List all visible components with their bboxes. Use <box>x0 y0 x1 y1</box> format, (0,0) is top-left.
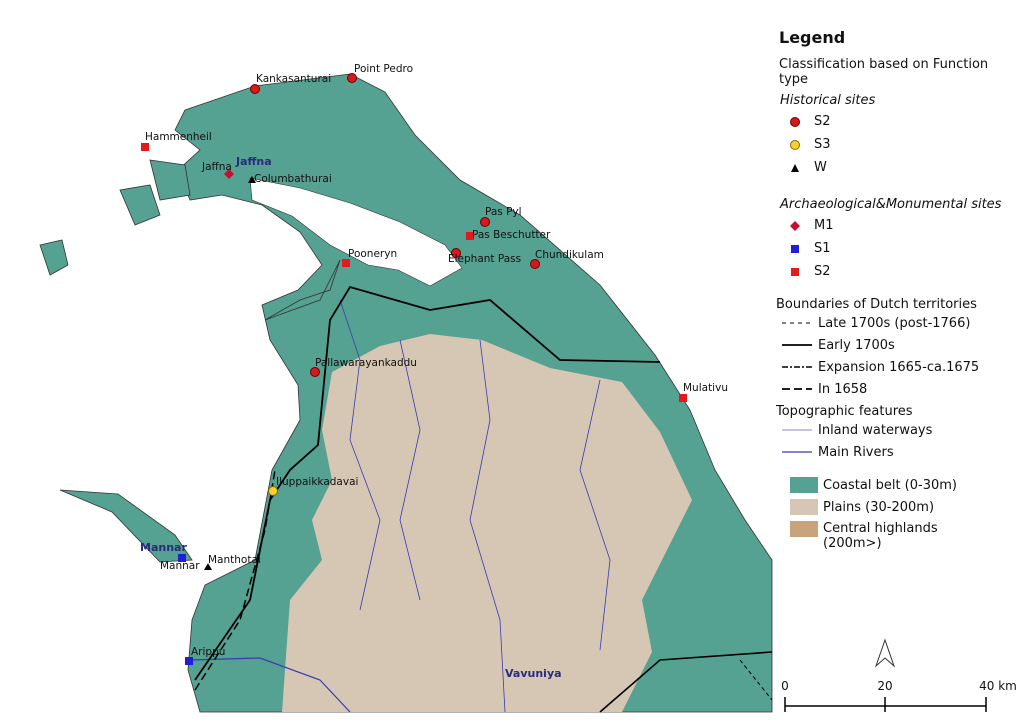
legend-label: S1 <box>814 241 831 256</box>
site-marker <box>178 554 186 562</box>
legend-item: S2 <box>776 260 1016 283</box>
scale-bar <box>784 697 987 712</box>
north-arrow <box>874 638 896 668</box>
legend-item: Central highlands (200m>) <box>776 521 976 551</box>
legend-item: Main Rivers <box>776 441 1016 463</box>
site-label: Pooneryn <box>348 248 397 260</box>
legend-item: Expansion 1665-ca.1675 <box>776 356 1016 378</box>
legend-label: Late 1700s (post-1766) <box>818 315 971 331</box>
site-marker <box>679 394 687 402</box>
site-marker <box>347 73 357 83</box>
site-label: Chundikulam <box>535 249 604 261</box>
site-label: Pas Beschutter <box>472 229 551 241</box>
legend-item: Inland waterways <box>776 419 1016 441</box>
site-marker <box>451 248 461 258</box>
legend-label: M1 <box>814 218 834 233</box>
site-label: Kankasanturai <box>256 73 331 85</box>
site-marker <box>480 217 490 227</box>
legend-item: W <box>776 156 1016 179</box>
site-label: Manthotai <box>208 554 261 566</box>
site-label: Elephant Pass <box>448 253 521 265</box>
lagoon <box>249 177 463 287</box>
island <box>59 489 193 563</box>
town-label: Vavuniya <box>505 667 562 680</box>
site-marker <box>268 486 278 496</box>
legend: Legend Classification based on Function … <box>776 28 1016 551</box>
scale-label: 20 <box>877 679 892 693</box>
main-river <box>579 379 611 651</box>
legend-label: S2 <box>814 264 831 279</box>
legend-item: Coastal belt (0-30m) <box>776 477 1016 493</box>
boundary-late-1700s <box>739 659 773 701</box>
town-label: Jaffna <box>235 155 272 168</box>
legend-group-title: Historical sites <box>780 93 876 108</box>
legend-label: Inland waterways <box>818 422 933 438</box>
island <box>39 239 69 276</box>
legend-item: In 1658 <box>776 378 1016 400</box>
boundary-late-1700s <box>599 651 773 713</box>
town-label: Mannar <box>140 541 187 554</box>
legend-group-title: Boundaries of Dutch territories <box>776 297 977 312</box>
legend-item: M1 <box>776 214 1016 237</box>
site-label: Hammenheil <box>145 131 212 143</box>
main-river <box>399 339 421 601</box>
site-label: Columbathurai <box>254 173 332 185</box>
site-label: Jaffna <box>201 161 232 173</box>
site-marker <box>204 563 212 570</box>
legend-item: Plains (30-200m) <box>776 499 1016 515</box>
site-marker <box>141 143 149 151</box>
site-marker <box>248 176 256 183</box>
site-label: Mulativu <box>683 382 728 394</box>
site-marker <box>530 259 540 269</box>
legend-subtitle: Classification based on Function type <box>779 57 989 87</box>
legend-label: Main Rivers <box>818 444 894 460</box>
legend-item: Early 1700s <box>776 334 1016 356</box>
site-marker <box>185 657 193 665</box>
legend-label: Early 1700s <box>818 337 895 353</box>
island <box>119 184 161 226</box>
legend-group-title: Topographic features <box>776 404 913 419</box>
legend-label: W <box>814 160 827 175</box>
legend-group-title: Archaeological&Monumental sites <box>780 197 1002 212</box>
site-label: Arippu <box>191 646 225 658</box>
site-label: Point Pedro <box>354 63 413 75</box>
island <box>149 159 191 201</box>
site-marker <box>250 84 260 94</box>
legend-label: S2 <box>814 114 831 129</box>
legend-title: Legend <box>779 28 846 47</box>
legend-label: Central highlands (200m>) <box>823 521 938 551</box>
legend-label: S3 <box>814 137 831 152</box>
legend-label: In 1658 <box>818 381 868 397</box>
site-label: Mannar <box>160 560 200 572</box>
site-marker <box>466 232 474 240</box>
main-river <box>339 299 381 611</box>
boundary-1658 <box>194 469 276 691</box>
main-river <box>469 339 506 713</box>
legend-label: Plains (30-200m) <box>823 499 935 515</box>
scale-label: 40 km <box>979 679 1017 693</box>
legend-item: S1 <box>776 237 1016 260</box>
site-marker <box>224 169 234 179</box>
site-marker <box>342 259 350 267</box>
site-label: Pallawarayankaddu <box>315 357 417 369</box>
mainland-west <box>264 259 341 321</box>
main-river <box>189 657 351 713</box>
site-label: Iluppaikkadavai <box>276 476 358 488</box>
legend-item: S2 <box>776 110 1016 133</box>
legend-item: S3 <box>776 133 1016 156</box>
legend-label: Coastal belt (0-30m) <box>823 477 957 493</box>
legend-label: Expansion 1665-ca.1675 <box>818 359 980 375</box>
scale-label: 0 <box>781 679 789 693</box>
legend-item: Late 1700s (post-1766) <box>776 312 1016 334</box>
site-marker <box>310 367 320 377</box>
site-label: Pas Pyl <box>485 206 522 218</box>
